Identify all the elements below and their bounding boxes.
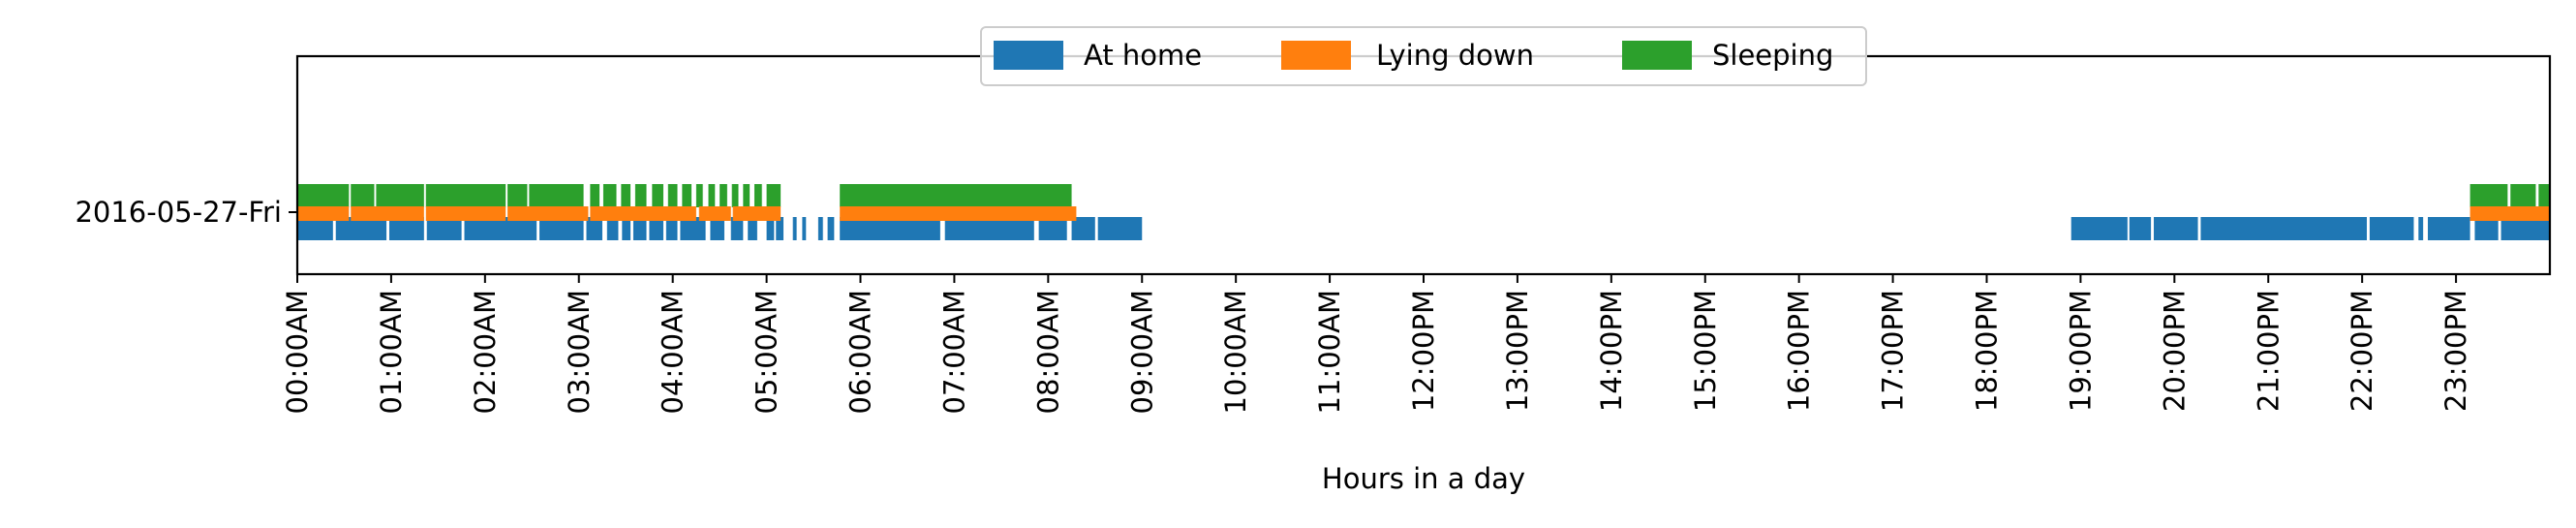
bar-at-home: [792, 217, 797, 240]
plot-frame: [295, 54, 2552, 276]
x-tick-label: 21:00PM: [2252, 290, 2285, 412]
bar-at-home: [632, 217, 647, 240]
bar-at-home: [649, 217, 663, 240]
x-tick-label: 16:00PM: [1783, 290, 1816, 412]
bar-sleeping: [590, 184, 600, 207]
x-tick-label: 02:00AM: [469, 290, 502, 414]
bar-at-home: [622, 217, 631, 240]
bar-at-home: [2428, 217, 2470, 240]
bars-layer: [297, 184, 2550, 240]
bar-sleeping: [766, 184, 782, 207]
bar-at-home: [802, 217, 807, 240]
legend: At home Lying down Sleeping: [980, 26, 1867, 86]
y-tick-label: 2016-05-27-Fri: [75, 196, 282, 229]
bar-sleeping: [634, 184, 647, 207]
bar-at-home: [586, 217, 602, 240]
legend-swatch-at-home: [994, 41, 1063, 70]
bar-at-home: [2129, 217, 2152, 240]
bar-sleeping: [425, 184, 506, 207]
bar-lying-down: [351, 206, 424, 221]
bar-sleeping: [376, 184, 424, 207]
bar-sleeping: [507, 184, 528, 207]
bar-sleeping: [753, 184, 762, 207]
x-axis-label: Hours in a day: [1322, 462, 1525, 495]
bar-at-home: [730, 217, 744, 240]
legend-label-sleeping: Sleeping: [1712, 39, 1833, 72]
x-tick-label: 18:00PM: [1971, 290, 2004, 412]
bar-at-home: [817, 217, 823, 240]
x-tick-label: 14:00PM: [1595, 290, 1628, 412]
bar-lying-down: [840, 206, 1077, 221]
x-tick-label: 19:00PM: [2064, 290, 2097, 412]
bar-at-home: [710, 217, 724, 240]
x-tick-label: 23:00PM: [2439, 290, 2472, 412]
bar-sleeping: [682, 184, 692, 207]
bar-lying-down: [297, 206, 350, 221]
bar-lying-down: [507, 206, 589, 221]
x-tick-label: 09:00AM: [1125, 290, 1158, 414]
x-tick-label: 13:00PM: [1501, 290, 1534, 412]
x-tick-label: 05:00AM: [751, 290, 783, 414]
x-tick-label: 17:00PM: [1877, 290, 1910, 412]
bar-at-home: [2070, 217, 2128, 240]
bar-at-home: [2418, 217, 2424, 240]
x-tick-label: 22:00PM: [2346, 290, 2378, 412]
bar-sleeping: [695, 184, 703, 207]
x-tick-label: 10:00AM: [1219, 290, 1252, 414]
bar-lying-down: [732, 206, 782, 221]
bar-sleeping: [731, 184, 739, 207]
x-tick-label: 01:00AM: [375, 290, 408, 414]
bar-lying-down: [698, 206, 731, 221]
bar-at-home: [606, 217, 619, 240]
x-tick-label: 15:00PM: [1689, 290, 1722, 412]
bar-at-home: [1097, 217, 1143, 240]
x-tick-label: 07:00AM: [937, 290, 970, 414]
bar-sleeping: [720, 184, 727, 207]
bar-sleeping: [2538, 184, 2550, 207]
bar-lying-down: [425, 206, 506, 221]
bar-at-home: [776, 217, 784, 240]
bar-sleeping: [602, 184, 617, 207]
x-tick-label: 06:00AM: [844, 290, 877, 414]
legend-swatch-sleeping: [1622, 41, 1692, 70]
bar-sleeping: [708, 184, 716, 207]
bar-sleeping: [840, 184, 1072, 207]
bar-at-home: [2154, 217, 2198, 240]
x-tick-label: 04:00AM: [657, 290, 690, 414]
bar-sleeping: [297, 184, 350, 207]
x-tick-label: 12:00PM: [1407, 290, 1440, 412]
legend-swatch-lying-down: [1281, 41, 1351, 70]
bar-sleeping: [2510, 184, 2536, 207]
bar-at-home: [665, 217, 678, 240]
bar-sleeping: [667, 184, 678, 207]
bar-sleeping: [2469, 184, 2508, 207]
bar-at-home: [2369, 217, 2414, 240]
bar-lying-down: [2469, 206, 2550, 221]
y-axis: 2016-05-27-Fri: [75, 196, 297, 229]
bar-at-home: [748, 217, 757, 240]
x-tick-label: 08:00AM: [1031, 290, 1064, 414]
bar-lying-down: [590, 206, 696, 221]
bar-sleeping: [652, 184, 663, 207]
bar-sleeping: [351, 184, 375, 207]
bar-sleeping: [621, 184, 631, 207]
legend-label-at-home: At home: [1084, 39, 1202, 72]
x-tick-label: 03:00AM: [563, 290, 596, 414]
legend-label-lying-down: Lying down: [1376, 39, 1534, 72]
bar-at-home: [766, 217, 775, 240]
bar-sleeping: [743, 184, 751, 207]
x-tick-label: 00:00AM: [281, 290, 314, 414]
x-tick-label: 11:00AM: [1313, 290, 1346, 414]
bar-sleeping: [529, 184, 584, 207]
bar-at-home: [827, 217, 835, 240]
bar-at-home: [2200, 217, 2368, 240]
x-tick-label: 20:00PM: [2158, 290, 2191, 412]
x-axis: 00:00AM 01:00AM 02:00AM 03:00AM 04:00AM 05:00…: [281, 274, 2472, 414]
